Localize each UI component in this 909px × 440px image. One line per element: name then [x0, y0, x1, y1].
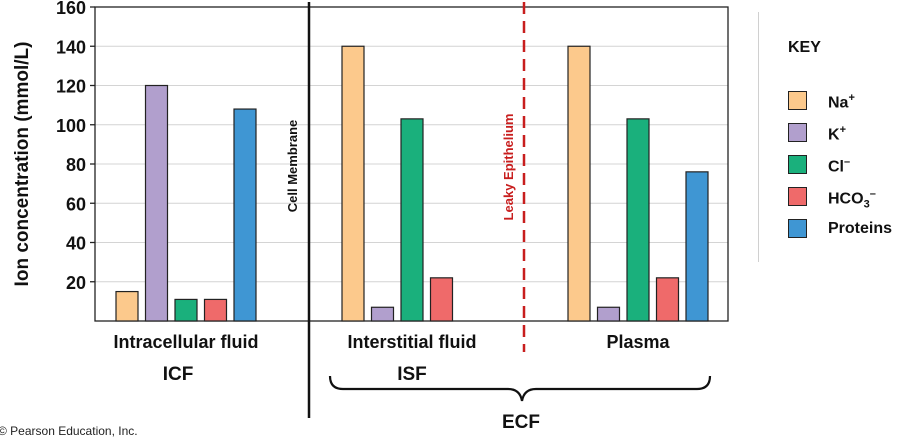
y-tick-label: 160 — [56, 0, 86, 18]
legend-item: K+ — [788, 123, 908, 145]
y-tick-label: 100 — [56, 116, 86, 136]
legend-swatch — [788, 155, 807, 174]
bars — [115, 45, 709, 322]
abbrev-label-icf: ICF — [163, 364, 194, 385]
x-category-label: Plasma — [606, 332, 670, 352]
legend-swatch — [788, 219, 807, 238]
bar-k-icf — [144, 84, 169, 322]
y-tick-label: 20 — [66, 273, 86, 293]
ecf-label: ECF — [502, 412, 540, 433]
copyright-text: © Pearson Education, Inc. — [0, 424, 138, 438]
bar-k-plasma — [596, 306, 621, 322]
y-tick-label: 80 — [66, 155, 86, 175]
legend-item: HCO3– — [788, 187, 908, 211]
legend-item: Cl– — [788, 155, 908, 177]
group-labels: Intracellular fluid ICF Interstitial fluid… — [113, 332, 670, 385]
bar-cl-isf — [400, 118, 424, 322]
x-category-label: Interstitial fluid — [347, 332, 476, 352]
y-tick-label: 120 — [56, 77, 86, 97]
y-tick-label: 60 — [66, 194, 86, 214]
bar-cl-plasma — [626, 118, 650, 322]
legend-label: Cl– — [828, 156, 851, 176]
bar-k-isf — [370, 306, 395, 322]
bar-hco3-icf — [203, 298, 228, 322]
y-axis-ticks: 20 40 60 80 100 120 140 160 — [56, 0, 95, 293]
ecf-brace — [328, 375, 712, 402]
legend-title: KEY — [788, 39, 821, 56]
legend-swatch — [788, 187, 807, 206]
legend: KEY Na+ K+ Cl– HCO3– Proteins — [758, 12, 909, 262]
legend-swatch — [788, 91, 807, 110]
y-axis-label: Ion concentration (mmol/L) — [12, 42, 33, 287]
legend-label: HCO3– — [828, 188, 876, 211]
abbrev-label-isf: ISF — [397, 364, 427, 385]
bar-na-icf — [115, 290, 139, 322]
cell-membrane-label: Cell Membrane — [285, 120, 300, 212]
bar-hco3-plasma — [655, 277, 680, 322]
bar-proteins-icf — [233, 108, 257, 322]
legend-item: Na+ — [788, 91, 908, 113]
bar-na-isf — [341, 45, 365, 322]
leaky-epithelium-label: Leaky Epithelium — [501, 114, 516, 221]
bar-cl-icf — [174, 298, 198, 322]
y-tick-label: 140 — [56, 37, 86, 57]
legend-item: Proteins — [788, 219, 908, 241]
bar-hco3-isf — [429, 277, 454, 322]
legend-label: Na+ — [828, 92, 855, 112]
legend-label: Proteins — [828, 220, 893, 237]
legend-swatch — [788, 123, 807, 142]
bar-na-plasma — [567, 45, 591, 322]
x-category-label: Intracellular fluid — [113, 332, 258, 352]
legend-label: K+ — [828, 124, 846, 144]
bar-proteins-plasma — [685, 171, 709, 322]
y-tick-label: 40 — [66, 234, 86, 254]
